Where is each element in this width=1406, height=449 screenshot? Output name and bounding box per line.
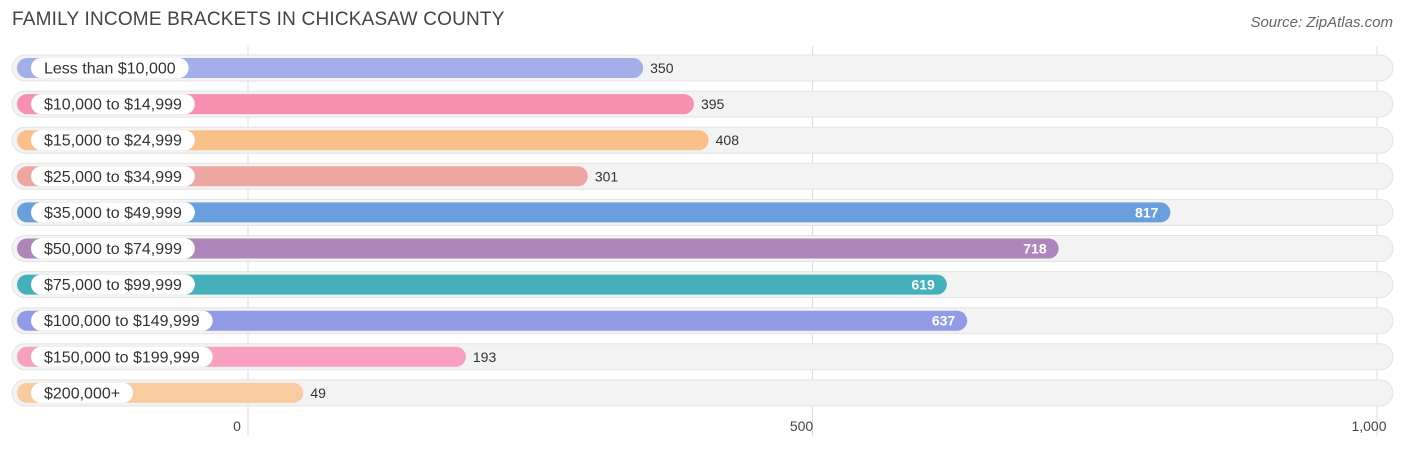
category-label: $50,000 to $74,999 [44, 241, 182, 258]
category-label-pill [31, 94, 195, 115]
bar-row: $50,000 to $74,999 718 [11, 235, 1394, 262]
bar [17, 274, 947, 295]
category-label-pill [31, 274, 195, 295]
value-label: 395 [701, 96, 725, 112]
value-label: 301 [595, 168, 619, 184]
category-label-pill [31, 382, 134, 403]
value-label: 350 [650, 60, 674, 76]
bar [17, 238, 1059, 259]
bar-track [11, 379, 1394, 407]
bar-row: $100,000 to $149,999 637 [11, 307, 1394, 335]
bar-row: $200,000+ 49 [11, 379, 1394, 407]
category-label-pill [31, 166, 195, 187]
category-label: $35,000 to $49,999 [44, 205, 182, 222]
category-label-pill [31, 310, 213, 331]
category-label: $15,000 to $24,999 [44, 133, 182, 150]
source-credit: Source: ZipAtlas.com [1250, 14, 1393, 31]
value-label: 619 [911, 277, 935, 293]
bar [17, 202, 1171, 223]
category-label: $150,000 to $199,999 [44, 349, 200, 366]
bar [17, 310, 968, 331]
value-label: 637 [932, 313, 956, 329]
bar-row: $10,000 to $14,999 395 [11, 90, 1394, 118]
x-tick-label: 0 [233, 418, 241, 434]
bar-row: $25,000 to $34,999 301 [11, 162, 1394, 190]
x-tick-label: 500 [790, 418, 814, 434]
category-label-pill [31, 238, 195, 259]
bar-row: $35,000 to $49,999 817 [11, 198, 1394, 226]
value-label: 49 [310, 385, 326, 401]
value-label: 408 [716, 132, 740, 148]
category-label-pill [31, 130, 195, 151]
category-label-pill [31, 202, 195, 223]
bar-row: $75,000 to $99,999 619 [11, 271, 1394, 299]
bar-row: $150,000 to $199,999 193 [11, 343, 1394, 371]
category-label-pill [31, 58, 189, 78]
value-label: 817 [1135, 204, 1159, 220]
x-tick-label: 1,000 [1351, 418, 1386, 434]
bar-row: Less than $10,000 350 [11, 54, 1394, 82]
category-label: $75,000 to $99,999 [44, 277, 182, 294]
category-label-pill [31, 346, 213, 367]
bar-row: $15,000 to $24,999 408 [11, 126, 1394, 154]
value-label: 193 [473, 349, 497, 365]
category-label: $10,000 to $14,999 [44, 97, 182, 114]
value-label: 718 [1023, 241, 1047, 257]
chart-title: FAMILY INCOME BRACKETS IN CHICKASAW COUN… [12, 9, 505, 30]
category-label: Less than $10,000 [44, 61, 176, 78]
category-label: $25,000 to $34,999 [44, 169, 182, 186]
category-label: $200,000+ [44, 385, 120, 402]
category-label: $100,000 to $149,999 [44, 313, 200, 330]
